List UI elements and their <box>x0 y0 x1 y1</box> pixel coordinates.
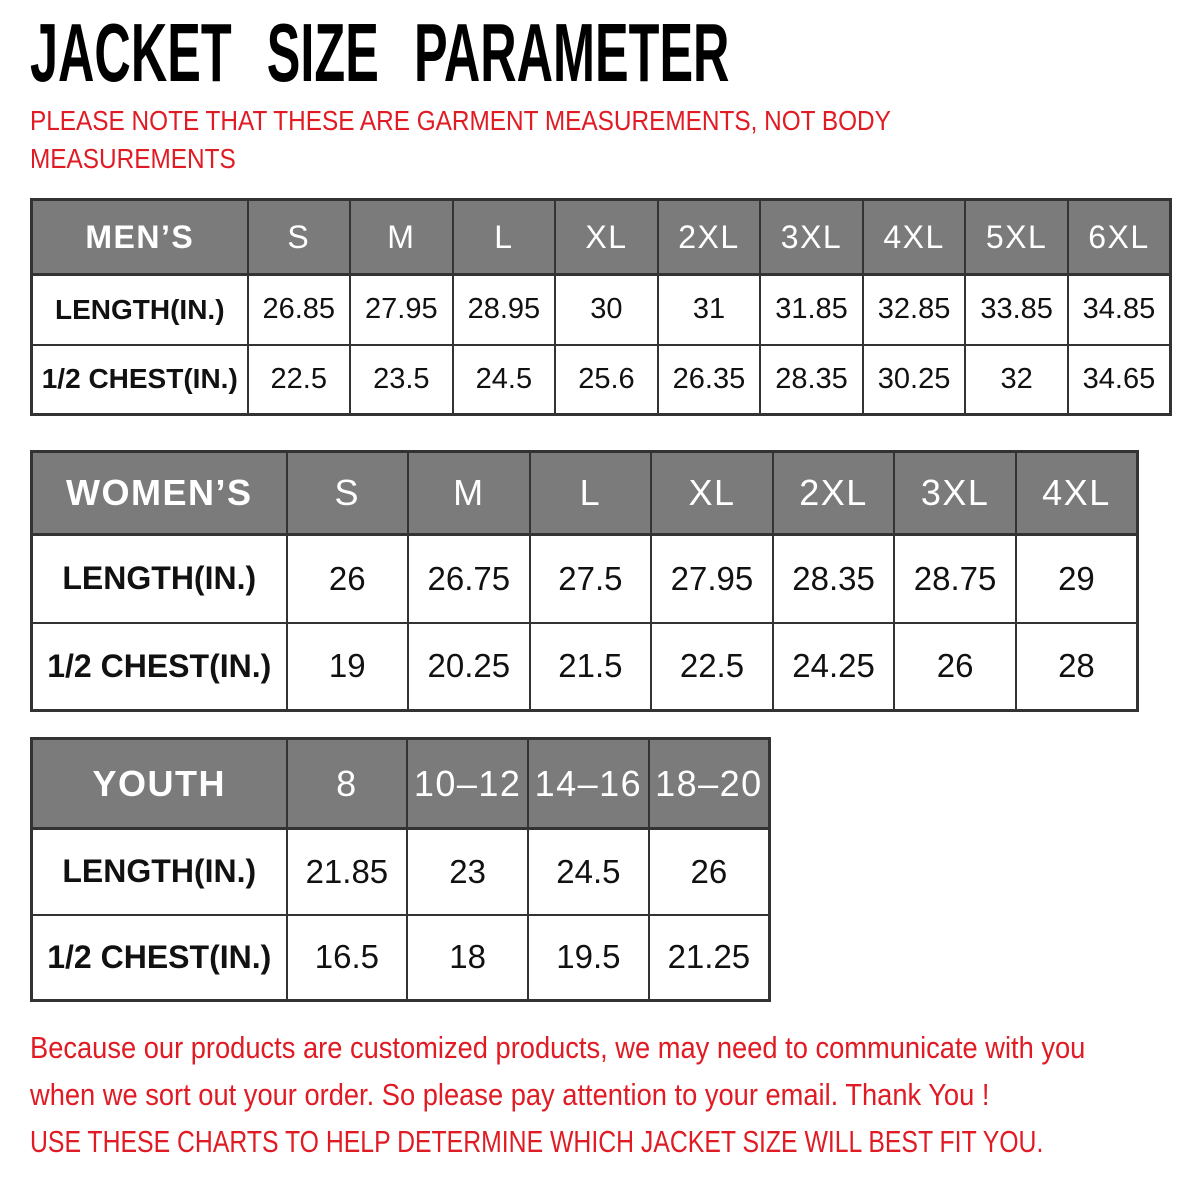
measurement-value: 23 <box>406 827 529 916</box>
measurement-value: 34.65 <box>1066 343 1172 416</box>
measurement-value: 26 <box>647 827 771 916</box>
womens-size-table: WOMEN’S S M L XL 2XL 3XL 4XL LENGTH(IN.) 26 26.75 2… <box>30 450 1139 712</box>
measurement-value: 28.35 <box>771 533 896 624</box>
size-column-header: XL <box>650 450 774 536</box>
measurement-row: LENGTH(IN.) 21.85 23 24.5 26 <box>30 827 771 916</box>
mens-group-label: MEN’S <box>30 198 249 276</box>
youth-table: YOUTH 8 10–12 14–16 18–20 LENGTH(IN.) 21.85 23 2… <box>30 737 771 1002</box>
measurement-value: 24.5 <box>527 827 650 916</box>
size-column-header: 18–20 <box>647 737 771 830</box>
size-column-header: 5XL <box>964 198 1069 276</box>
measurement-value: 19.5 <box>527 913 650 1002</box>
womens-header-row: WOMEN’S S M L XL 2XL 3XL 4XL <box>30 450 1139 536</box>
size-column-header: 2XL <box>771 450 896 536</box>
size-column-header: XL <box>554 198 659 276</box>
size-column-header: S <box>246 198 352 276</box>
measurement-row-label: 1/2 CHEST(IN.) <box>30 621 288 712</box>
measurement-value: 24.25 <box>771 621 896 712</box>
note-line: MEASUREMENTS <box>30 143 236 174</box>
measurement-value: 20.25 <box>407 621 531 712</box>
size-column-header: L <box>451 198 557 276</box>
measurement-value: 21.85 <box>285 827 409 916</box>
mens-header-row: MEN’S S M L XL 2XL 3XL 4XL 5XL 6XL <box>30 198 1172 276</box>
measurement-row-label: 1/2 CHEST(IN.) <box>30 343 249 416</box>
size-column-header: 8 <box>285 737 409 830</box>
womens-table: WOMEN’S S M L XL 2XL 3XL 4XL LENGTH(IN.) 26 26.75 2… <box>30 450 1139 712</box>
size-column-header: 4XL <box>1014 450 1139 536</box>
measurement-value: 27.95 <box>650 533 774 624</box>
measurement-row: 1/2 CHEST(IN.) 22.5 23.5 24.5 25.6 26.35 28.35… <box>30 343 1172 416</box>
measurement-value: 28 <box>1014 621 1139 712</box>
measurement-value: 16.5 <box>285 913 409 1002</box>
measurement-value: 26.85 <box>246 273 352 346</box>
measurement-value: 26 <box>285 533 410 624</box>
measurement-value: 28.75 <box>893 533 1017 624</box>
size-column-header: L <box>528 450 653 536</box>
measurement-value: 21.5 <box>528 621 653 712</box>
measurement-value: 26.75 <box>407 533 531 624</box>
measurement-value: 22.5 <box>650 621 774 712</box>
size-column-header: M <box>349 198 454 276</box>
youth-group-label: YOUTH <box>30 737 288 830</box>
measurement-value: 29 <box>1014 533 1139 624</box>
size-column-header: 4XL <box>861 198 967 276</box>
measurement-value: 31 <box>656 273 762 346</box>
measurement-value: 21.25 <box>647 913 771 1002</box>
measurement-value: 31.85 <box>759 273 864 346</box>
measurement-row: LENGTH(IN.) 26.85 27.95 28.95 30 31 31.85 32.85… <box>30 273 1172 346</box>
measurement-value: 18 <box>406 913 529 1002</box>
garment-measurement-note: PLEASE NOTE THAT THESE ARE GARMENT MEASU… <box>30 102 891 178</box>
measurement-value: 28.95 <box>451 273 557 346</box>
measurement-row-label: 1/2 CHEST(IN.) <box>30 913 288 1002</box>
measurement-value: 22.5 <box>246 343 352 416</box>
measurement-value: 27.95 <box>349 273 454 346</box>
measurement-value: 23.5 <box>349 343 454 416</box>
size-column-header: 3XL <box>893 450 1017 536</box>
womens-group-label: WOMEN’S <box>30 450 288 536</box>
measurement-row: LENGTH(IN.) 26 26.75 27.5 27.95 28.35 28.75 29 <box>30 533 1139 624</box>
measurement-value: 33.85 <box>964 273 1069 346</box>
size-column-header: 2XL <box>656 198 762 276</box>
size-column-header: 3XL <box>759 198 864 276</box>
measurement-value: 30.25 <box>861 343 967 416</box>
measurement-row: 1/2 CHEST(IN.) 16.5 18 19.5 21.25 <box>30 913 771 1002</box>
measurement-row: 1/2 CHEST(IN.) 19 20.25 21.5 22.5 24.25 26 28 <box>30 621 1139 712</box>
notice-line: Because our products are customized prod… <box>30 1030 1086 1065</box>
measurement-value: 32 <box>964 343 1069 416</box>
note-line: PLEASE NOTE THAT THESE ARE GARMENT MEASU… <box>30 105 891 136</box>
youth-size-table: YOUTH 8 10–12 14–16 18–20 LENGTH(IN.) 21.85 23 2… <box>30 737 771 1002</box>
size-column-header: 10–12 <box>406 737 529 830</box>
notice-line: when we sort out your order. So please p… <box>30 1077 990 1112</box>
measurement-value: 27.5 <box>528 533 653 624</box>
size-column-header: 6XL <box>1066 198 1172 276</box>
size-column-header: S <box>285 450 410 536</box>
measurement-value: 28.35 <box>759 343 864 416</box>
youth-header-row: YOUTH 8 10–12 14–16 18–20 <box>30 737 771 830</box>
fit-guide-line: USE THESE CHARTS TO HELP DETERMINE WHICH… <box>30 1124 1044 1159</box>
measurement-value: 30 <box>554 273 659 346</box>
measurement-row-label: LENGTH(IN.) <box>30 533 288 624</box>
measurement-value: 34.85 <box>1066 273 1172 346</box>
customization-notice: Because our products are customized prod… <box>30 1024 1085 1118</box>
measurement-row-label: LENGTH(IN.) <box>30 827 288 916</box>
measurement-row-label: LENGTH(IN.) <box>30 273 249 346</box>
measurement-value: 26 <box>893 621 1017 712</box>
measurement-value: 25.6 <box>554 343 659 416</box>
measurement-value: 32.85 <box>861 273 967 346</box>
mens-table: MEN’S S M L XL 2XL 3XL 4XL 5XL 6XL LENGTH(IN.) 26.8… <box>30 198 1172 416</box>
page-title: JACKET SIZE PARAMETER <box>30 6 730 99</box>
mens-size-table: MEN’S S M L XL 2XL 3XL 4XL 5XL 6XL LENGTH(IN.) 26.8… <box>30 198 1172 416</box>
measurement-value: 26.35 <box>656 343 762 416</box>
size-column-header: M <box>407 450 531 536</box>
size-column-header: 14–16 <box>527 737 650 830</box>
measurement-value: 24.5 <box>451 343 557 416</box>
measurement-value: 19 <box>285 621 410 712</box>
